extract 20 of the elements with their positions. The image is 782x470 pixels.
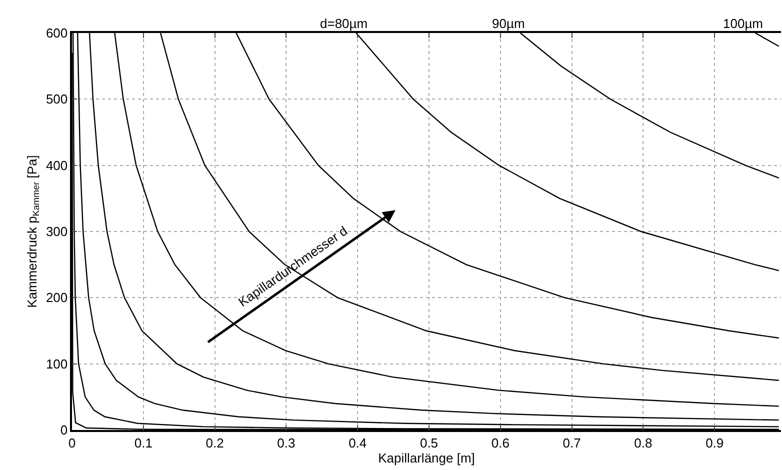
y-tick-label: 400 bbox=[46, 158, 68, 173]
y-tick-label: 500 bbox=[46, 92, 68, 107]
x-tick-label: 0.3 bbox=[277, 435, 296, 450]
y-tick-label: 600 bbox=[46, 26, 68, 41]
x-tick-label: 0.5 bbox=[420, 435, 438, 450]
x-axis-title: Kapillarlänge [m] bbox=[378, 450, 475, 466]
y-tick-label: 200 bbox=[46, 290, 68, 306]
x-tick-label: 0.1 bbox=[134, 435, 152, 450]
x-tick-label: 0.2 bbox=[206, 435, 224, 450]
y-tick-label: 100 bbox=[46, 356, 68, 372]
series-label: d=80µm bbox=[320, 16, 368, 31]
y-tick-label: 300 bbox=[46, 224, 68, 240]
series-label: 90µm bbox=[492, 16, 525, 31]
x-tick-label: 0.7 bbox=[562, 435, 581, 450]
x-tick-label: 0.6 bbox=[491, 435, 510, 450]
x-tick-label: 0.9 bbox=[706, 435, 724, 450]
x-tick-label: 0.8 bbox=[634, 435, 652, 450]
x-tick-label: 0.4 bbox=[348, 435, 367, 450]
series-label: 100µm bbox=[723, 16, 764, 31]
y-tick-label: 0 bbox=[60, 422, 68, 438]
